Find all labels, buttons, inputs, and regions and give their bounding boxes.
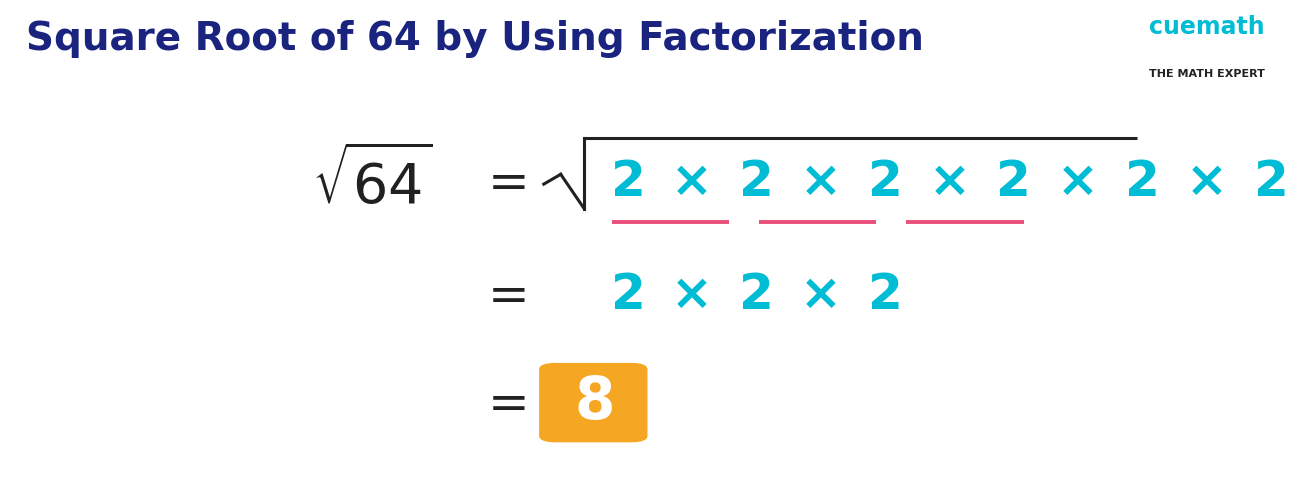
- Text: Square Root of 64 by Using Factorization: Square Root of 64 by Using Factorization: [26, 20, 925, 57]
- Text: $=$: $=$: [479, 158, 526, 206]
- Text: $\sqrt{64}$: $\sqrt{64}$: [312, 148, 432, 216]
- Text: THE MATH EXPERT: THE MATH EXPERT: [1149, 69, 1265, 79]
- Text: $\mathbf{2\ \times\ 2\ \times\ 2}$: $\mathbf{2\ \times\ 2\ \times\ 2}$: [610, 271, 900, 319]
- Text: $=$: $=$: [479, 271, 526, 319]
- Text: cuemath: cuemath: [1149, 15, 1265, 39]
- FancyBboxPatch shape: [540, 363, 647, 442]
- Text: $=$: $=$: [479, 379, 526, 427]
- Text: $\mathbf{2\ \times\ 2\ \times\ 2\ \times\ 2\ \times\ 2\ \times\ 2}$: $\mathbf{2\ \times\ 2\ \times\ 2\ \times…: [610, 158, 1286, 206]
- Text: $\mathbf{8}$: $\mathbf{8}$: [574, 374, 613, 431]
